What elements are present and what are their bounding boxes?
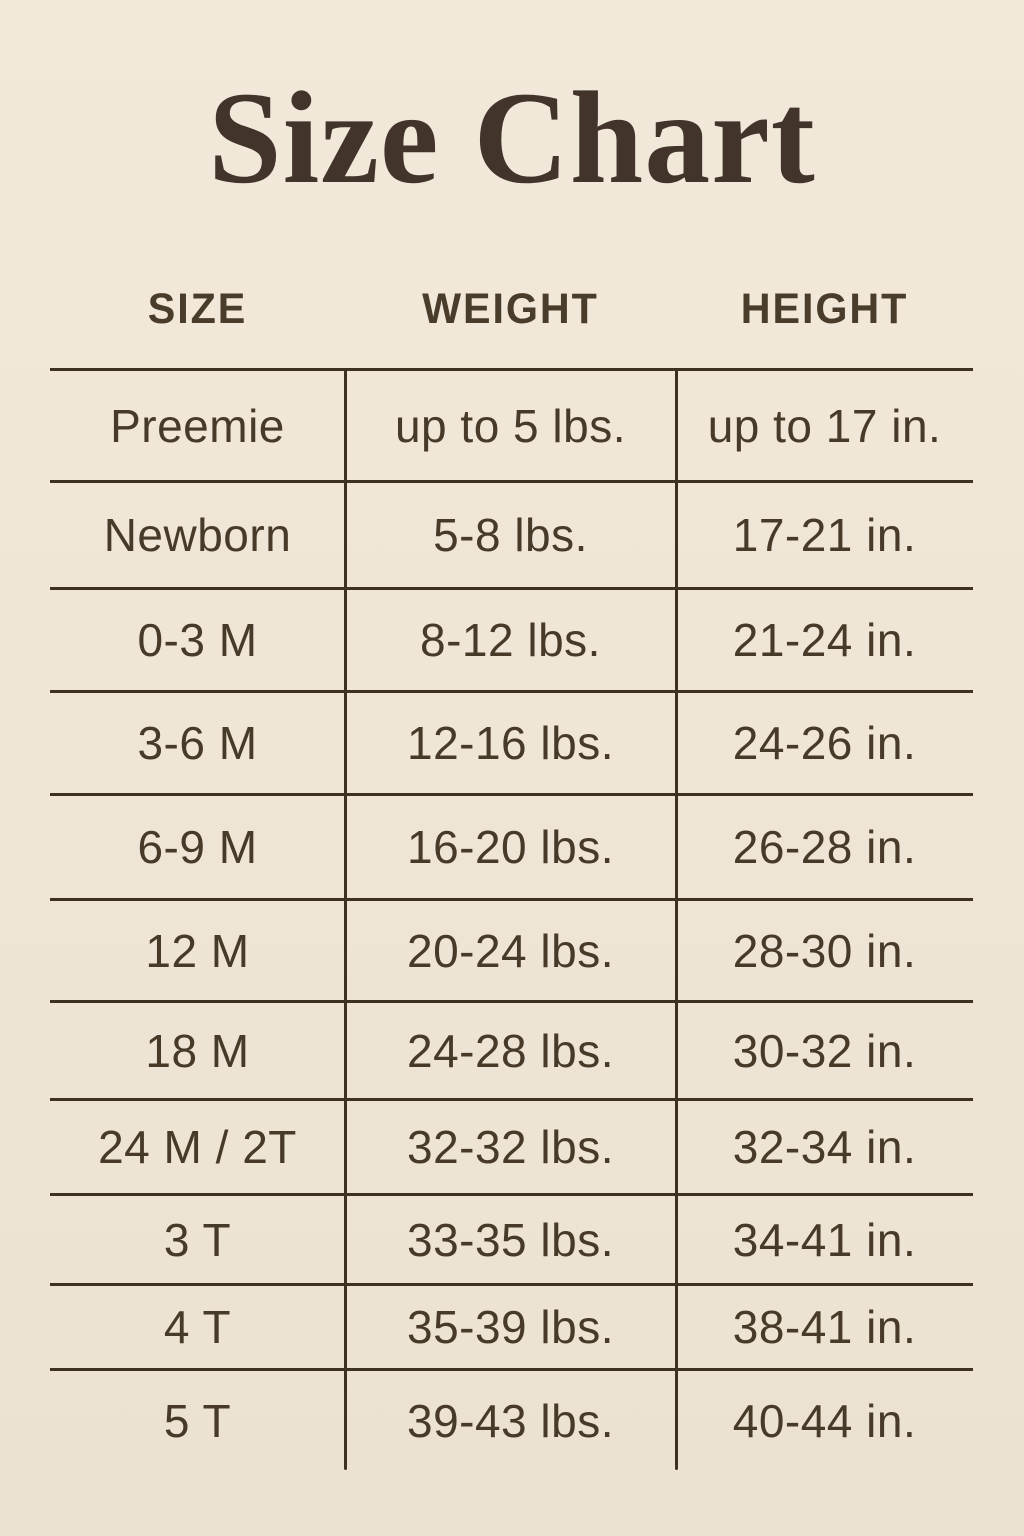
size-cell: 6-9 M	[137, 821, 258, 873]
table-row: 5 T 39-43 lbs. 40-44 in.	[50, 1368, 973, 1470]
column-divider-2	[675, 368, 678, 1470]
weight-cell: up to 5 lbs.	[394, 399, 627, 452]
size-cell: 5 T	[163, 1394, 232, 1447]
header-weight: WEIGHT	[422, 284, 599, 333]
size-cell: Newborn	[103, 509, 292, 561]
height-cell: up to 17 in.	[707, 399, 942, 452]
table-row: 0-3 M 8-12 lbs. 21-24 in.	[50, 587, 973, 690]
header-size: SIZE	[147, 284, 248, 333]
weight-cell: 32-32 lbs.	[406, 1121, 614, 1173]
size-cell: 3 T	[163, 1213, 232, 1266]
weight-cell: 12-16 lbs.	[406, 717, 614, 769]
table-body: Preemie up to 5 lbs. up to 17 in. Newborn 5-…	[50, 368, 973, 1470]
weight-cell: 39-43 lbs.	[406, 1394, 614, 1447]
size-cell: 3-6 M	[137, 717, 258, 769]
table-row: Preemie up to 5 lbs. up to 17 in.	[50, 368, 973, 480]
table-header-row: SIZE WEIGHT HEIGHT	[50, 282, 973, 336]
table-row: 18 M 24-28 lbs. 30-32 in.	[50, 1000, 973, 1098]
table-row: 24 M / 2T 32-32 lbs. 32-34 in.	[50, 1098, 973, 1193]
size-cell: Preemie	[110, 399, 285, 452]
height-cell: 40-44 in.	[732, 1394, 917, 1447]
page-title: Size Chart	[208, 64, 816, 211]
size-cell: 24 M / 2T	[98, 1121, 297, 1173]
size-cell: 0-3 M	[137, 614, 258, 666]
height-cell: 24-26 in.	[732, 717, 917, 769]
height-cell: 26-28 in.	[732, 821, 917, 873]
weight-cell: 20-24 lbs.	[406, 924, 614, 977]
header-height: HEIGHT	[740, 284, 909, 333]
weight-cell: 8-12 lbs.	[420, 614, 601, 666]
height-cell: 30-32 in.	[732, 1024, 917, 1077]
table-row: Newborn 5-8 lbs. 17-21 in.	[50, 480, 973, 587]
size-cell: 12 M	[145, 924, 250, 977]
height-cell: 28-30 in.	[732, 924, 917, 977]
table-row: 4 T 35-39 lbs. 38-41 in.	[50, 1283, 973, 1368]
size-cell: 18 M	[145, 1024, 250, 1077]
weight-cell: 5-8 lbs.	[433, 509, 588, 561]
height-cell: 32-34 in.	[732, 1121, 917, 1173]
table-row: 12 M 20-24 lbs. 28-30 in.	[50, 898, 973, 1000]
height-cell: 17-21 in.	[732, 509, 917, 561]
height-cell: 38-41 in.	[732, 1301, 917, 1353]
weight-cell: 16-20 lbs.	[406, 821, 614, 873]
table-row: 6-9 M 16-20 lbs. 26-28 in.	[50, 793, 973, 898]
weight-cell: 33-35 lbs.	[406, 1213, 614, 1266]
column-divider-1	[344, 368, 347, 1470]
table-row: 3 T 33-35 lbs. 34-41 in.	[50, 1193, 973, 1283]
weight-cell: 24-28 lbs.	[406, 1024, 614, 1077]
height-cell: 34-41 in.	[732, 1213, 917, 1266]
weight-cell: 35-39 lbs.	[406, 1301, 614, 1353]
table-row: 3-6 M 12-16 lbs. 24-26 in.	[50, 690, 973, 793]
size-chart-table: Preemie up to 5 lbs. up to 17 in. Newborn 5-…	[50, 368, 973, 1470]
size-cell: 4 T	[163, 1301, 232, 1353]
height-cell: 21-24 in.	[732, 614, 917, 666]
